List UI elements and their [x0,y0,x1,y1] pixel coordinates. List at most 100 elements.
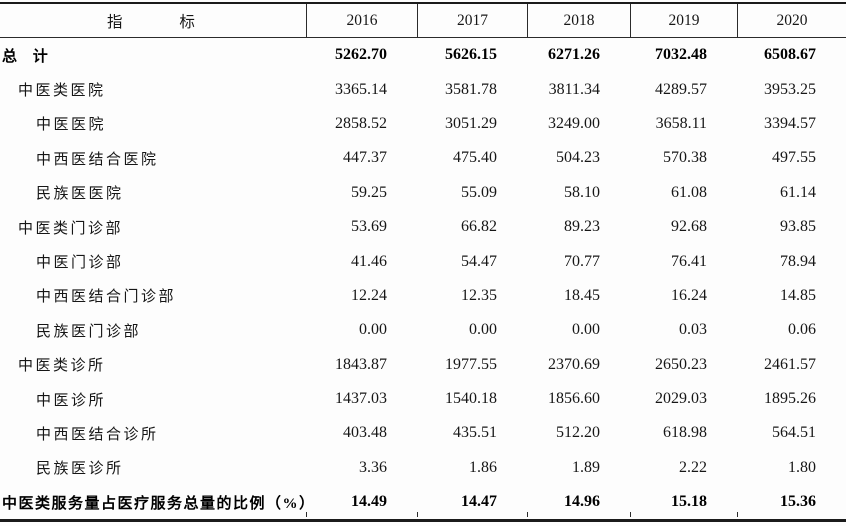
row-label: 总 计 [2,48,51,65]
column-header-year-2018: 2018 [527,4,630,38]
cell-value: 564.51 [772,424,816,442]
column-separator-tick [416,512,418,517]
cell-value: 61.08 [671,183,707,201]
table-row: 中西医结合医院 447.37 475.40 504.23 570.38 497.… [0,141,846,175]
cell-value: 6508.67 [764,46,816,64]
cell-value: 475.40 [453,149,497,167]
column-separator-tick [305,512,307,517]
cell-value: 15.36 [780,493,816,511]
cell-value: 0.00 [359,321,387,339]
cell-value: 1540.18 [445,390,497,408]
column-header-year-2016: 2016 [306,4,417,38]
table-row: 中医类门诊部 53.69 66.82 89.23 92.68 93.85 [0,210,846,244]
cell-value: 0.00 [572,321,600,339]
cell-value: 59.25 [351,183,387,201]
column-separator-tick [526,512,528,517]
cell-value: 7032.48 [655,46,707,64]
row-label: 中西医结合门诊部 [36,289,177,306]
column-separator-tick [629,512,631,517]
cell-value: 12.24 [351,286,387,304]
table-row: 民族医诊所 3.36 1.86 1.89 2.22 1.80 [0,451,846,485]
cell-value: 403.48 [343,424,387,442]
cell-value: 618.98 [663,424,707,442]
cell-value: 1843.87 [335,355,387,373]
cell-value: 3.36 [359,458,387,476]
cell-value: 66.82 [461,218,497,236]
table-row-total: 总 计 5262.70 5626.15 6271.26 7032.48 6508… [0,38,846,72]
cell-value: 3953.25 [764,80,816,98]
row-label: 中医类门诊部 [18,220,124,237]
cell-value: 58.10 [564,183,600,201]
column-header-year-2017: 2017 [417,4,527,38]
cell-value: 3394.57 [764,114,816,132]
table-row: 中医诊所 1437.03 1540.18 1856.60 2029.03 189… [0,382,846,416]
cell-value: 5626.15 [445,46,497,64]
cell-value: 76.41 [671,252,707,270]
cell-value: 570.38 [663,149,707,167]
cell-value: 6271.26 [548,46,600,64]
row-label: 中西医结合医院 [36,151,159,168]
cell-value: 3051.29 [445,114,497,132]
cell-value: 12.35 [461,286,497,304]
table-row: 中医类医院 3365.14 3581.78 3811.34 4289.57 39… [0,72,846,106]
row-label: 中西医结合诊所 [36,426,159,443]
cell-value: 2.22 [679,458,707,476]
column-separator-tick [736,512,738,517]
cell-value: 4289.57 [655,80,707,98]
row-label: 民族医诊所 [36,461,124,478]
cell-value: 1.86 [469,458,497,476]
row-label: 中医类医院 [18,83,106,100]
cell-value: 1.80 [788,458,816,476]
cell-value: 512.20 [556,424,600,442]
cell-value: 1.89 [572,458,600,476]
row-label: 中医门诊部 [36,255,124,272]
cell-value: 14.49 [351,493,387,511]
table-row: 中医门诊部 41.46 54.47 70.77 76.41 78.94 [0,244,846,278]
column-header-year-2019: 2019 [630,4,737,38]
cell-value: 3658.11 [655,114,707,132]
cell-value: 0.00 [469,321,497,339]
table-row: 中医类诊所 1843.87 1977.55 2370.69 2650.23 24… [0,348,846,382]
cell-value: 3811.34 [548,80,600,98]
cell-value: 1977.55 [445,355,497,373]
cell-value: 1895.26 [764,390,816,408]
cell-value: 53.69 [351,218,387,236]
cell-value: 78.94 [780,252,816,270]
cell-value: 3365.14 [335,80,387,98]
cell-value: 1856.60 [548,390,600,408]
row-label: 中医医院 [36,117,107,134]
cell-value: 5262.70 [335,46,387,64]
row-label: 中医类诊所 [18,358,106,375]
cell-value: 61.14 [780,183,816,201]
row-label: 民族医门诊部 [36,323,142,340]
column-header-indicator: 指 标 [0,4,306,38]
cell-value: 14.85 [780,286,816,304]
row-label: 民族医医院 [36,186,124,203]
cell-value: 447.37 [343,149,387,167]
cell-value: 2650.23 [655,355,707,373]
cell-value: 3249.00 [548,114,600,132]
table-row: 中医医院 2858.52 3051.29 3249.00 3658.11 339… [0,107,846,141]
cell-value: 16.24 [671,286,707,304]
table-row-ratio: 中医类服务量占医疗服务总量的比例（%） 14.49 14.47 14.96 15… [0,485,846,519]
row-label: 中医类服务量占医疗服务总量的比例（%） [2,495,316,512]
cell-value: 497.55 [772,149,816,167]
cell-value: 18.45 [564,286,600,304]
cell-value: 15.18 [671,493,707,511]
cell-value: 1437.03 [335,390,387,408]
cell-value: 93.85 [780,218,816,236]
header-row: 指 标 2016 2017 2018 2019 2020 [0,4,846,38]
cell-value: 54.47 [461,252,497,270]
column-header-year-2020: 2020 [737,4,846,38]
row-label: 中医诊所 [36,392,107,409]
cell-value: 0.06 [788,321,816,339]
cell-value: 70.77 [564,252,600,270]
cell-value: 14.47 [461,493,497,511]
cell-value: 504.23 [556,149,600,167]
cell-value: 2461.57 [764,355,816,373]
cell-value: 2029.03 [655,390,707,408]
table-row: 民族医医院 59.25 55.09 58.10 61.08 61.14 [0,176,846,210]
table-row: 民族医门诊部 0.00 0.00 0.00 0.03 0.06 [0,313,846,347]
cell-value: 14.96 [564,493,600,511]
